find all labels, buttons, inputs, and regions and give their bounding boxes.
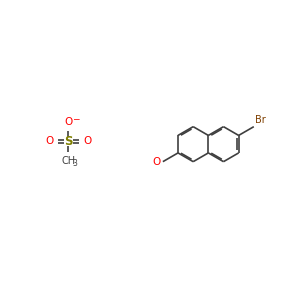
Text: S: S — [64, 135, 73, 148]
Text: O: O — [83, 136, 92, 146]
Text: Br: Br — [255, 115, 266, 125]
Text: CH: CH — [61, 156, 75, 166]
Text: 3: 3 — [72, 159, 77, 168]
Text: O: O — [152, 157, 160, 167]
Text: O: O — [64, 117, 73, 127]
Text: O: O — [45, 136, 53, 146]
Text: −: − — [72, 115, 79, 124]
